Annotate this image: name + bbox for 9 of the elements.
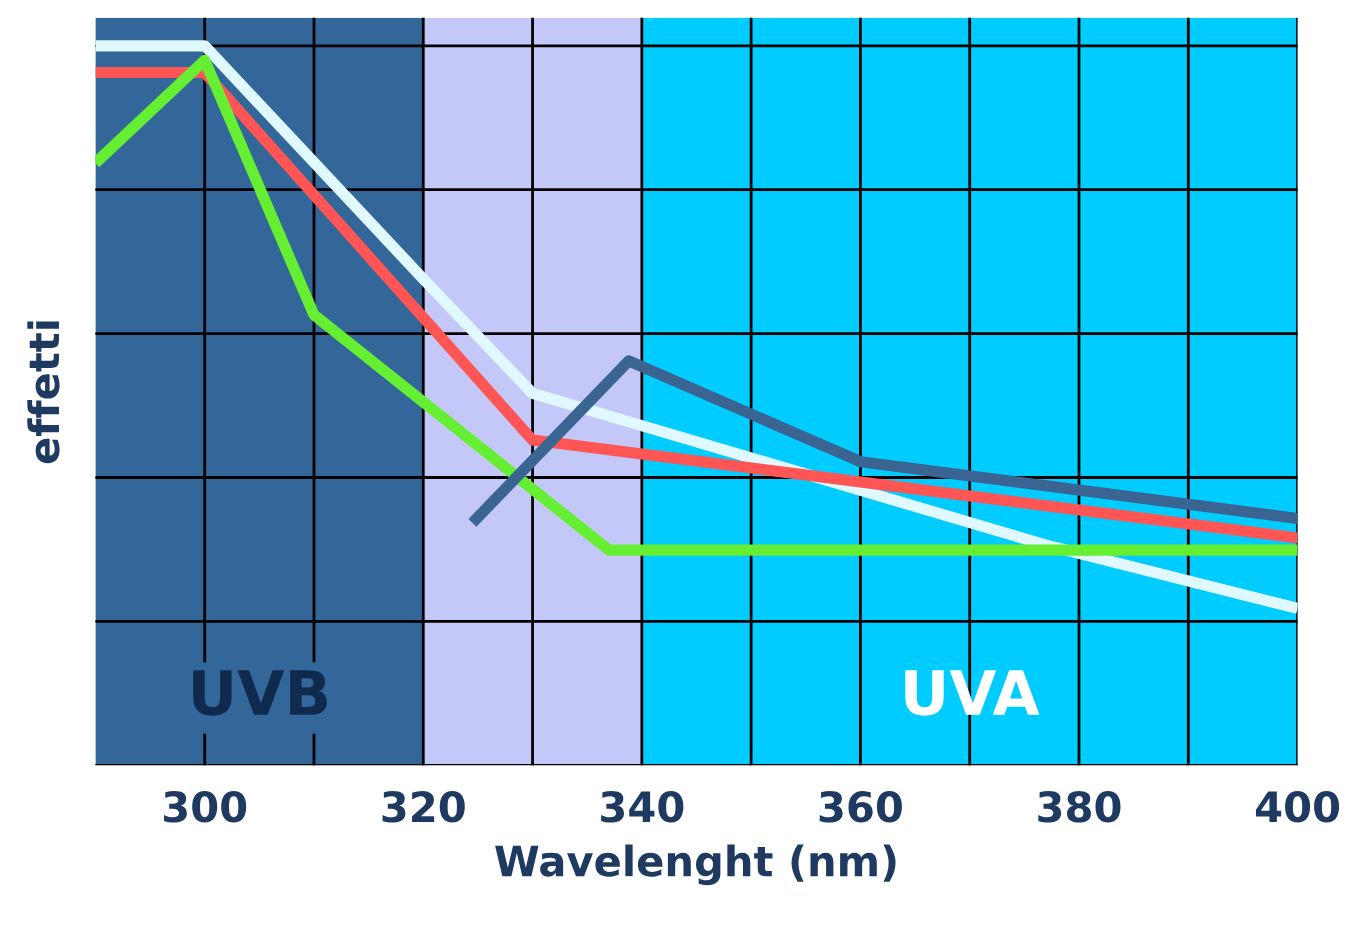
x-tick-label: 340 — [601, 791, 684, 823]
y-axis-title: effetti — [27, 321, 60, 464]
x-tick-label: 360 — [819, 791, 902, 823]
band-label: UVB — [193, 670, 327, 716]
x-tick-label: 400 — [1255, 791, 1340, 823]
x-tick-label: 300 — [164, 791, 247, 823]
x-tick-label: 320 — [382, 791, 465, 823]
x-tick-label: 380 — [1038, 791, 1121, 823]
x-axis-title: Wavelenght (nm) — [495, 844, 896, 886]
